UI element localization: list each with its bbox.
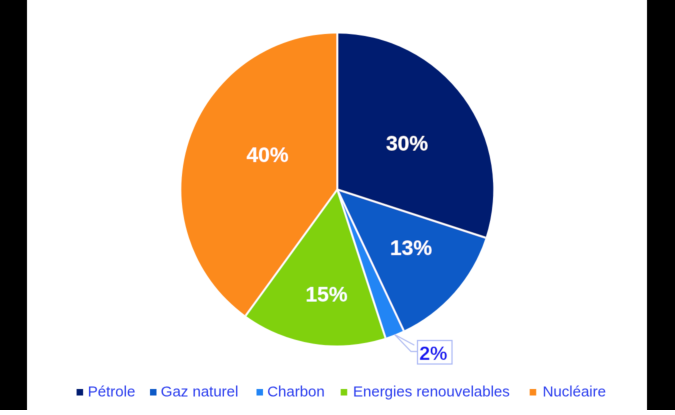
svg-text:13%: 13% xyxy=(390,237,432,260)
svg-text:2%: 2% xyxy=(419,343,447,365)
svg-text:15%: 15% xyxy=(305,284,347,307)
svg-text:30%: 30% xyxy=(386,133,428,156)
svg-text:Energies renouvelables: Energies renouvelables xyxy=(353,384,510,401)
svg-text:Nucléaire: Nucléaire xyxy=(543,384,606,401)
svg-text:40%: 40% xyxy=(246,144,288,167)
svg-text:Gaz naturel: Gaz naturel xyxy=(161,384,239,401)
svg-text:Pétrole: Pétrole xyxy=(88,384,136,401)
svg-text:Charbon: Charbon xyxy=(267,384,325,401)
